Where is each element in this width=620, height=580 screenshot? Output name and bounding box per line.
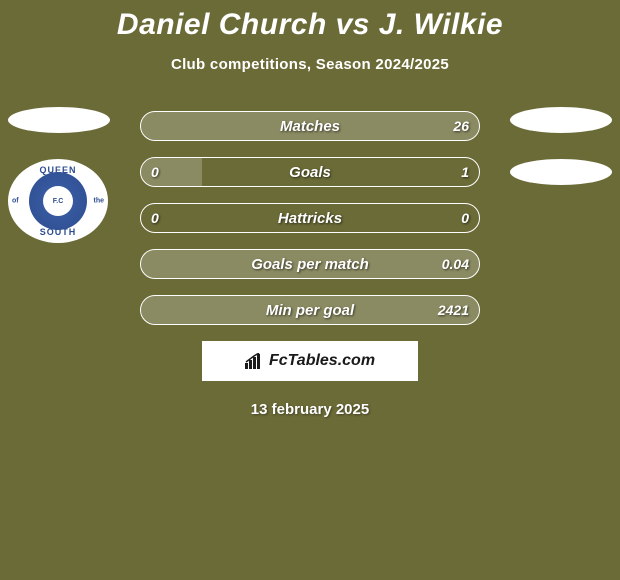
stat-rows: Matches260Goals10Hattricks0Goals per mat…	[140, 111, 480, 325]
page-title: Daniel Church vs J. Wilkie	[0, 8, 620, 42]
comparison-widget: Daniel Church vs J. Wilkie Club competit…	[0, 0, 620, 418]
stat-row: Min per goal2421	[140, 295, 480, 325]
stat-value-right: 0.04	[442, 256, 469, 272]
stat-label: Goals	[141, 164, 479, 181]
brand-text: FcTables.com	[269, 352, 375, 370]
stat-value-right: 1	[461, 164, 469, 180]
stat-value-right: 26	[453, 118, 469, 134]
stat-row: Matches26	[140, 111, 480, 141]
stat-row: 0Goals1	[140, 157, 480, 187]
chart-icon	[245, 353, 265, 369]
stat-row: 0Hattricks0	[140, 203, 480, 233]
team-crest-queen-south: QUEEN of F.C the SOUTH	[8, 159, 108, 243]
stat-label: Goals per match	[141, 256, 479, 273]
crest-text-left: of	[12, 198, 19, 205]
crest-text-right: the	[94, 198, 105, 205]
stat-label: Hattricks	[141, 210, 479, 227]
team-placeholder-icon	[510, 159, 612, 185]
stat-row: Goals per match0.04	[140, 249, 480, 279]
brand-box[interactable]: FcTables.com	[202, 341, 418, 381]
subtitle: Club competitions, Season 2024/2025	[0, 56, 620, 73]
crest-inner-circle: F.C	[29, 172, 87, 230]
player-placeholder-icon	[8, 107, 110, 133]
crest-center: F.C	[43, 186, 73, 216]
stat-value-right: 2421	[438, 302, 469, 318]
date-text: 13 february 2025	[0, 401, 620, 418]
stat-label: Min per goal	[141, 302, 479, 319]
left-team-icons: QUEEN of F.C the SOUTH	[8, 107, 110, 243]
stats-area: QUEEN of F.C the SOUTH Matches260Goals10…	[0, 111, 620, 325]
crest-text-bottom: SOUTH	[8, 227, 108, 237]
right-team-icons	[510, 107, 612, 211]
player-placeholder-icon	[510, 107, 612, 133]
stat-label: Matches	[141, 118, 479, 135]
stat-value-right: 0	[461, 210, 469, 226]
